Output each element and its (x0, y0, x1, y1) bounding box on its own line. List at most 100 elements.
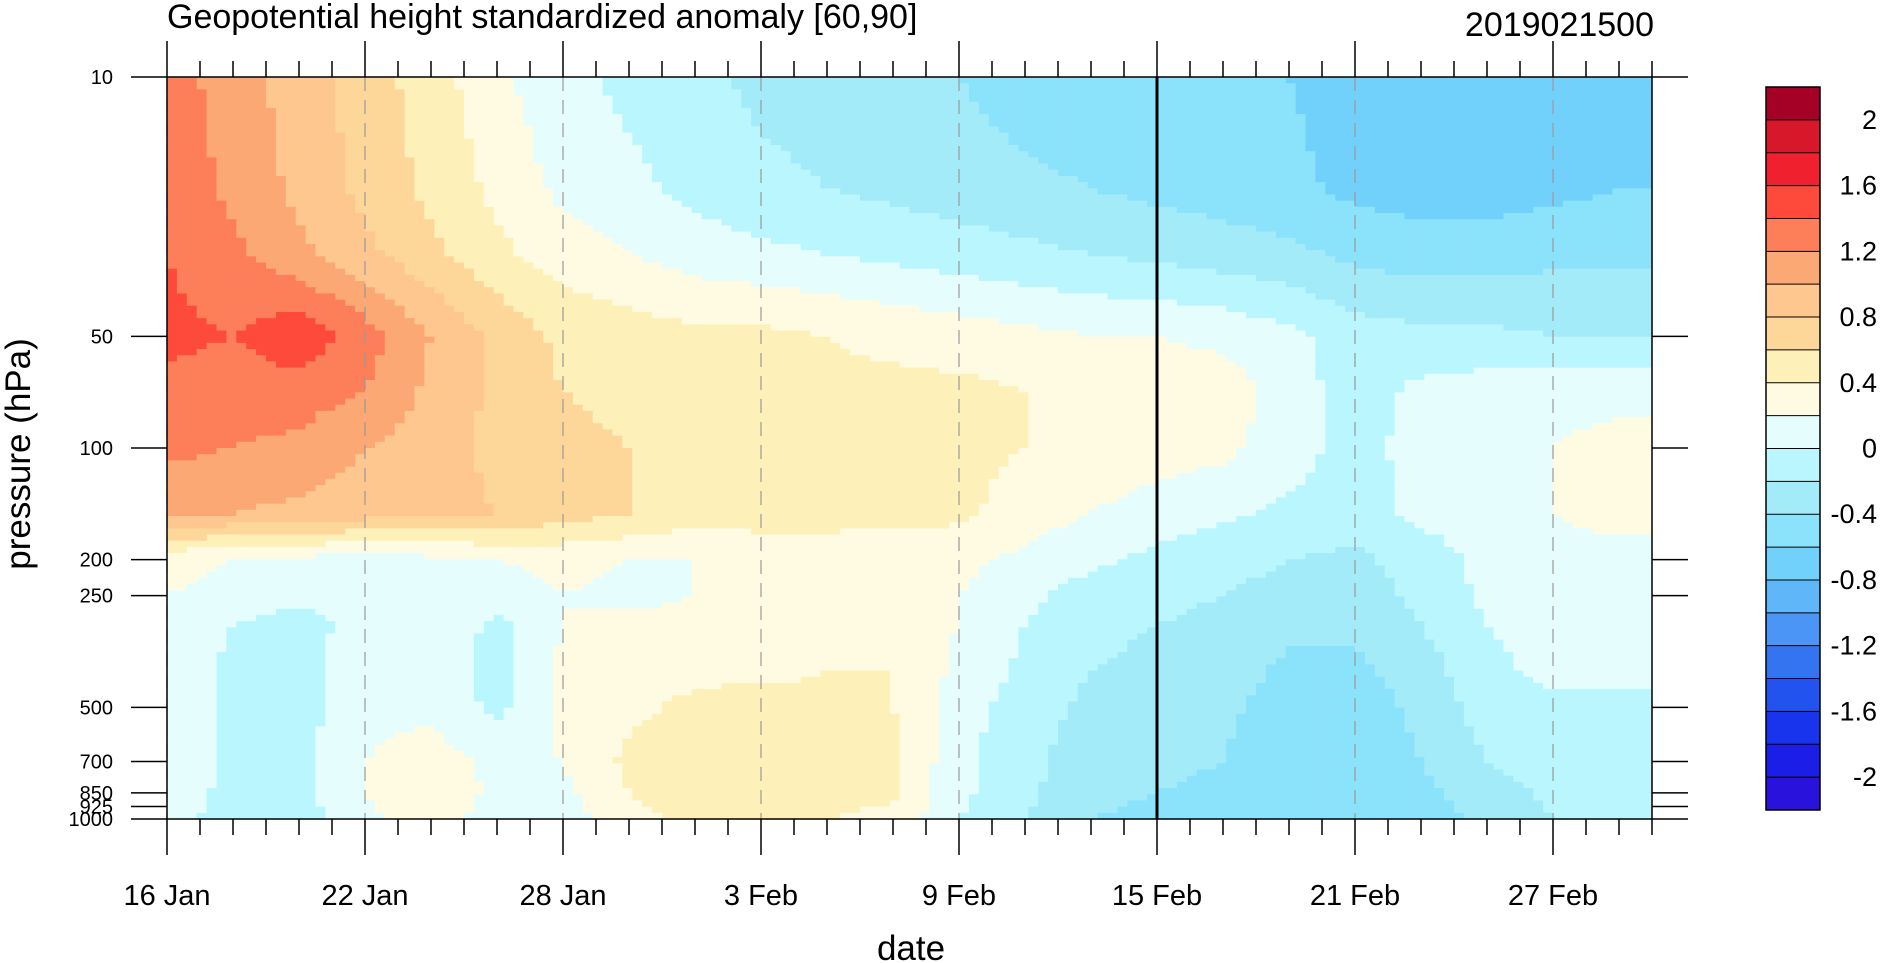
field-cell (1632, 225, 1643, 233)
field-cell (1553, 114, 1564, 121)
field-cell (1018, 225, 1029, 233)
field-cell (1157, 206, 1168, 214)
field-cell (1523, 77, 1534, 84)
field-cell (176, 206, 188, 214)
field-cell (889, 250, 901, 257)
field-cell (1533, 89, 1544, 97)
field-cell (1246, 268, 1257, 276)
field-cell (414, 95, 425, 103)
field-cell (919, 83, 930, 90)
field-cell (1384, 268, 1396, 276)
field-cell (305, 256, 317, 264)
field-cell (701, 89, 713, 97)
field-cell (1077, 77, 1089, 84)
field-cell (176, 77, 188, 84)
field-cell (899, 268, 911, 276)
field-cell (860, 114, 871, 121)
field-cell (345, 262, 356, 270)
field-cell (1038, 213, 1049, 220)
field-cell (1374, 268, 1386, 276)
field-cell (879, 250, 891, 257)
field-cell (1157, 163, 1168, 171)
field-cell (1562, 268, 1574, 276)
field-cell (1345, 225, 1356, 233)
field-cell (1097, 132, 1109, 140)
field-cell (374, 256, 386, 264)
field-cell (1206, 169, 1217, 177)
field-cell (424, 89, 435, 97)
field-cell (543, 145, 554, 152)
field-cell (959, 163, 970, 171)
field-cell (751, 157, 762, 165)
field-cell (1642, 83, 1653, 90)
field-cell (632, 213, 643, 220)
field-cell (968, 262, 980, 270)
field-cell (1513, 157, 1524, 165)
field-cell (1414, 175, 1425, 183)
field-cell (1117, 151, 1128, 158)
field-cell (939, 138, 950, 146)
field-cell (671, 151, 683, 158)
field-cell (1434, 77, 1445, 84)
field-cell (711, 206, 722, 214)
field-cell (1394, 175, 1406, 183)
field-cell (1592, 250, 1604, 257)
field-cell (701, 163, 713, 171)
field-cell (761, 250, 772, 257)
field-cell (1632, 107, 1643, 115)
field-cell (216, 237, 227, 245)
field-cell (1434, 157, 1445, 165)
field-cell (256, 225, 267, 233)
field-cell (1345, 83, 1356, 90)
field-cell (582, 107, 594, 115)
field-cell (741, 138, 752, 146)
field-cell (592, 182, 604, 189)
field-cell (1186, 83, 1198, 90)
field-cell (454, 219, 465, 226)
field-cell (1424, 114, 1435, 121)
field-cell (1147, 194, 1158, 202)
field-cell (1186, 200, 1198, 208)
field-cell (988, 231, 1000, 239)
field-cell (1325, 126, 1336, 134)
field-cell (1404, 250, 1415, 257)
field-cell (315, 77, 326, 84)
field-cell (1176, 237, 1188, 245)
field-cell (1087, 95, 1099, 103)
field-cell (1206, 114, 1217, 121)
field-cell (1444, 231, 1455, 239)
field-cell (315, 200, 326, 208)
field-cell (622, 225, 633, 233)
field-cell (1424, 206, 1435, 214)
field-cell (701, 151, 713, 158)
field-cell (830, 101, 841, 109)
field-cell (1374, 169, 1386, 177)
field-cell (285, 101, 297, 109)
field-cell (295, 107, 307, 115)
field-cell (1533, 243, 1544, 251)
field-cell (553, 182, 564, 189)
field-cell (1632, 213, 1643, 220)
field-cell (1028, 274, 1039, 282)
field-cell (1602, 225, 1613, 233)
field-cell (1028, 95, 1039, 103)
field-cell (741, 188, 752, 196)
field-cell (1642, 200, 1653, 208)
field-cell (800, 101, 812, 109)
field-cell (1226, 250, 1237, 257)
field-cell (1394, 231, 1406, 239)
field-cell (939, 83, 950, 90)
field-cell (1553, 188, 1564, 196)
field-cell (1612, 89, 1623, 97)
field-cell (1176, 256, 1188, 264)
field-cell (196, 157, 208, 165)
field-cell (869, 89, 881, 97)
field-cell (176, 262, 188, 270)
field-cell (968, 175, 980, 183)
field-cell (1236, 262, 1247, 270)
field-cell (1196, 274, 1208, 282)
field-cell (671, 114, 683, 121)
field-cell (1265, 95, 1277, 103)
field-cell (256, 182, 267, 189)
field-cell (454, 182, 465, 189)
